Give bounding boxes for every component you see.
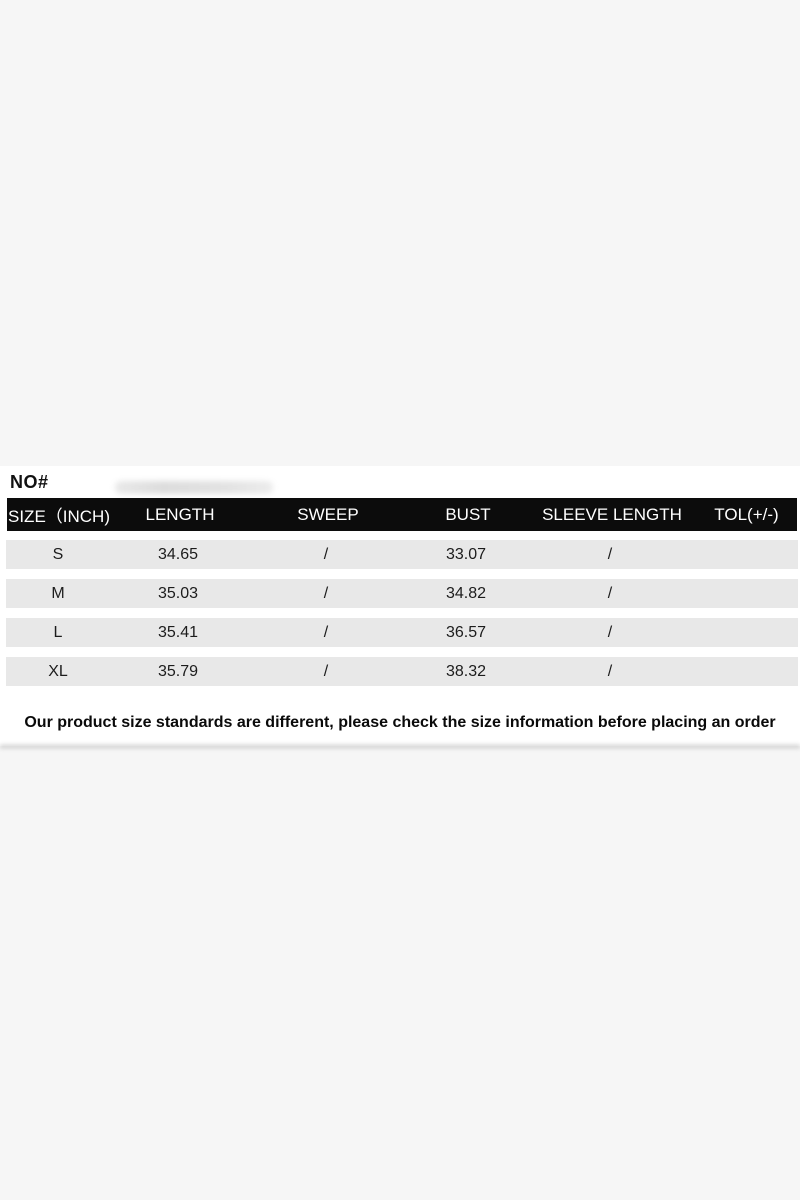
size-value: L bbox=[53, 623, 63, 641]
no-number-label: NO# bbox=[10, 472, 49, 492]
size-chart-header-row: SIZE（INCH) LENGTH SWEEP BUST SLEEVE LENG… bbox=[7, 498, 797, 531]
sleeve-value: / bbox=[607, 662, 613, 680]
header-sweep: SWEEP bbox=[297, 504, 359, 524]
length-value: 35.79 bbox=[157, 662, 199, 680]
length-value: 35.41 bbox=[157, 623, 199, 641]
size-value: M bbox=[51, 584, 65, 602]
sleeve-value: / bbox=[607, 545, 613, 563]
sleeve-value: / bbox=[607, 623, 613, 641]
size-value: XL bbox=[48, 662, 68, 680]
panel-bottom-edge bbox=[0, 745, 800, 748]
sweep-value: / bbox=[323, 662, 329, 680]
length-value: 34.65 bbox=[157, 545, 199, 563]
sweep-value: / bbox=[323, 584, 329, 602]
bust-value: 34.82 bbox=[445, 584, 487, 602]
table-row-l: L 35.41 / 36.57 / bbox=[6, 618, 798, 647]
table-row-s: S 34.65 / 33.07 / bbox=[6, 540, 798, 569]
header-tolerance: TOL(+/-) bbox=[714, 504, 779, 524]
size-disclaimer-note: Our product size standards are different… bbox=[24, 714, 776, 731]
length-value: 35.03 bbox=[157, 584, 199, 602]
bust-value: 33.07 bbox=[445, 545, 487, 563]
blurred-text-smudge bbox=[115, 481, 273, 494]
sweep-value: / bbox=[323, 623, 329, 641]
header-bust: BUST bbox=[445, 504, 491, 524]
size-chart-body: S 34.65 / 33.07 / M 35.03 / 34.82 / L 35… bbox=[6, 540, 798, 696]
sweep-value: / bbox=[323, 545, 329, 563]
size-chart-panel: NO# SIZE（INCH) LENGTH SWEEP BUST SLEEVE … bbox=[0, 466, 800, 748]
size-value: S bbox=[52, 545, 64, 563]
table-row-xl: XL 35.79 / 38.32 / bbox=[6, 657, 798, 686]
bust-value: 36.57 bbox=[445, 623, 487, 641]
header-sleeve-length: SLEEVE LENGTH bbox=[542, 504, 682, 524]
table-row-m: M 35.03 / 34.82 / bbox=[6, 579, 798, 608]
header-size-inch: SIZE（INCH) bbox=[8, 507, 110, 526]
bust-value: 38.32 bbox=[445, 662, 487, 680]
sleeve-value: / bbox=[607, 584, 613, 602]
header-length: LENGTH bbox=[145, 504, 215, 524]
